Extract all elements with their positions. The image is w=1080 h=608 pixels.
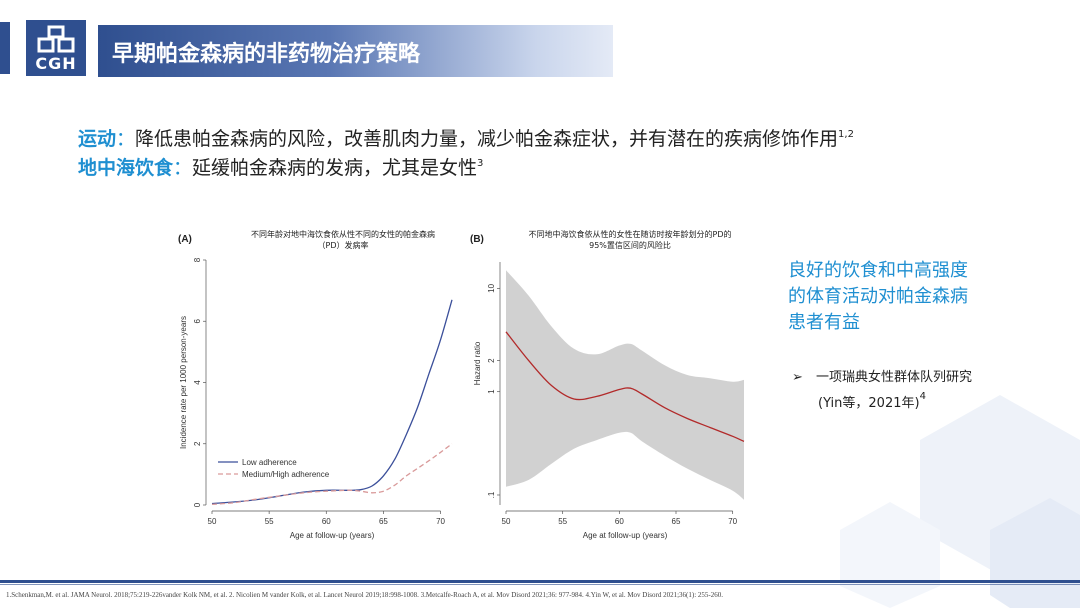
legend-label: Medium/High adherence	[242, 470, 330, 479]
footer-divider	[0, 580, 1080, 583]
legend-label: Low adherence	[242, 458, 297, 467]
x-tick-label: 65	[379, 517, 388, 526]
x-tick-label: 50	[502, 517, 511, 526]
callout-text: 良好的饮食和中高强度 的体育活动对帕金森病 患者有益	[788, 258, 1028, 336]
bullet-citation: 3	[477, 158, 484, 169]
bullet-separator: ：	[173, 157, 193, 179]
bullet-text: 延缓帕金森病的发病，尤其是女性	[192, 157, 478, 179]
panel-b-title-line1: 不同地中海饮食依从性的女性在随访时按年龄划分的PD的	[528, 230, 732, 239]
x-tick-label: 60	[322, 517, 331, 526]
x-tick-label: 70	[436, 517, 445, 526]
confidence-band	[506, 270, 744, 500]
callout-line1: 良好的饮食和中高强度	[788, 260, 968, 281]
y-tick-label: 8	[193, 257, 202, 262]
y-tick-label: 6	[193, 318, 202, 323]
panel-b-title-line2: 95%置信区间的风险比	[589, 241, 671, 250]
study-line2: (Yin等，2021年)	[818, 396, 920, 411]
panel-a-title-line1: 不同年龄对地中海饮食依从性不同的女性的帕金森病	[251, 230, 435, 239]
bullet-text: 降低患帕金森病的风险，改善肌肉力量，减少帕金森症状，并有潜在的疾病修饰作用	[135, 128, 839, 150]
bullet-citation: 1,2	[838, 129, 854, 140]
panel-b-title: 不同地中海饮食依从性的女性在随访时按年龄划分的PD的 95%置信区间的风险比	[500, 229, 760, 251]
logo-text: CGH	[35, 54, 77, 73]
header-accent-bar	[0, 22, 10, 74]
study-citation: 4	[919, 391, 926, 402]
study-note: ➢ 一项瑞典女性群体队列研究 (Yin等，2021年)4	[792, 368, 972, 413]
hexagon-decoration	[840, 395, 1080, 608]
y-tick-label: 4	[193, 380, 202, 385]
x-tick-label: 55	[558, 517, 567, 526]
panel-a-title-line2: （PD）发病率	[317, 241, 369, 250]
medium-high-adherence-line	[211, 443, 453, 506]
study-line1: 一项瑞典女性群体队列研究	[816, 370, 973, 385]
x-tick-label: 50	[208, 517, 217, 526]
bullet-separator: ：	[116, 128, 136, 150]
x-axis-label: Age at follow-up (years)	[583, 531, 668, 540]
panel-b-label: (B)	[470, 234, 484, 245]
bullet-exercise: 运动：降低患帕金森病的风险，改善肌肉力量，减少帕金森症状，并有潜在的疾病修饰作用…	[78, 124, 854, 151]
arrow-bullet-icon: ➢	[792, 370, 803, 385]
footer-divider-thin	[0, 584, 1080, 585]
y-tick-label: .1	[487, 491, 496, 498]
logo-mark-icon	[37, 25, 75, 53]
x-tick-label: 60	[615, 517, 624, 526]
bullet-diet: 地中海饮食：延缓帕金森病的发病，尤其是女性3	[78, 153, 483, 180]
hazard-ratio-chart: .1 1 2 10 50 55 60 65 70 Age at follow-up (years)…	[473, 262, 745, 540]
references: 1.Schenkman,M. et al. JAMA Neurol. 2018;…	[6, 591, 723, 599]
x-tick-label: 70	[728, 517, 737, 526]
panel-a-label: (A)	[178, 234, 192, 245]
y-axis-label: Hazard ratio	[473, 341, 482, 385]
y-tick-label: 10	[487, 283, 496, 292]
bullet-keyword: 地中海饮食	[78, 157, 174, 179]
cgh-logo: CGH	[26, 20, 86, 76]
y-axis-label: Incidence rate per 1000 person-years	[179, 316, 188, 449]
title-banner: 早期帕金森病的非药物治疗策略	[98, 25, 613, 77]
incidence-chart: 0 2 4 6 8 50 55 60 65 70 Age at follow-up (years) I…	[179, 257, 453, 540]
bullet-keyword: 运动	[78, 128, 117, 150]
callout-line2: 的体育活动对帕金森病	[788, 286, 968, 307]
y-tick-label: 2	[193, 441, 202, 446]
callout-line3: 患者有益	[788, 312, 860, 333]
y-tick-label: 0	[193, 502, 202, 507]
y-tick-label: 1	[487, 389, 496, 394]
y-tick-label: 2	[487, 358, 496, 363]
x-tick-label: 55	[265, 517, 274, 526]
panel-a-title: 不同年龄对地中海饮食依从性不同的女性的帕金森病 （PD）发病率	[218, 229, 468, 251]
x-tick-label: 65	[672, 517, 681, 526]
hazard-ratio-line	[505, 331, 745, 442]
page-title: 早期帕金森病的非药物治疗策略	[112, 42, 421, 67]
x-axis-label: Age at follow-up (years)	[290, 531, 375, 540]
